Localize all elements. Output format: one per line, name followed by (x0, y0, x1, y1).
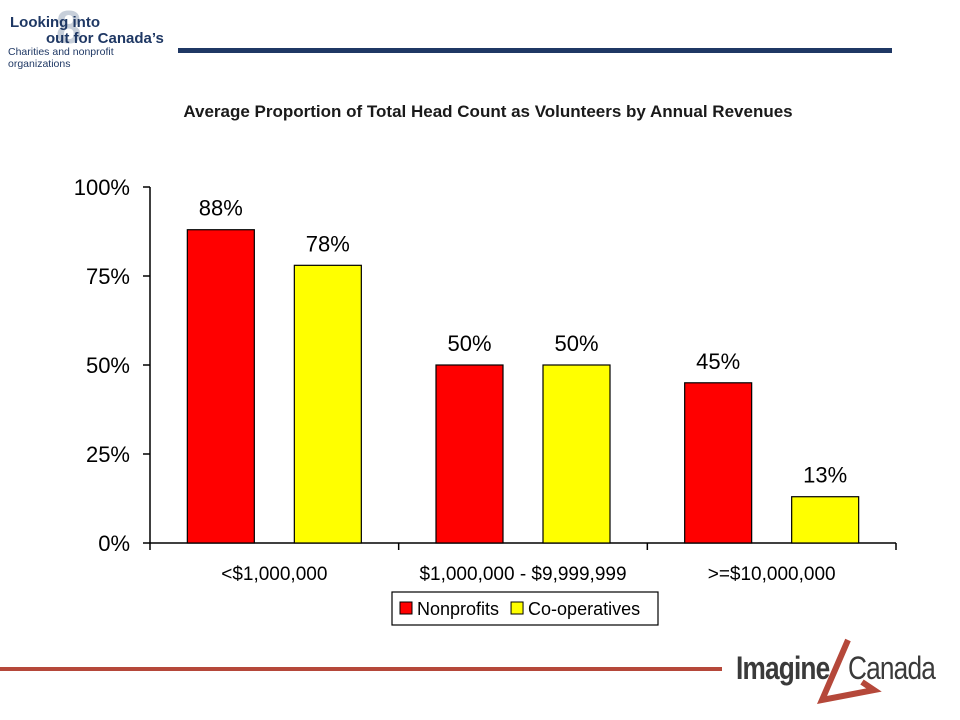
legend-label: Nonprofits (417, 599, 499, 619)
logo-line-3: Charities and nonprofit organizations (8, 46, 114, 70)
bar-nonprofits (684, 382, 753, 544)
looking-into-logo: 8 Looking into out for Canada’s Charitie… (6, 1, 176, 70)
y-tick-label: 50% (86, 353, 130, 378)
data-label: 50% (447, 331, 491, 356)
logo-line-1: Looking into (10, 14, 100, 31)
legend-box (391, 591, 659, 626)
bar-co-operatives (791, 496, 860, 544)
data-label: 88% (199, 196, 243, 221)
x-category-label: $1,000,000 - $9,999,999 (419, 564, 626, 585)
y-tick-label: 25% (86, 442, 130, 467)
logo-numeral: 8 (56, 1, 82, 53)
bar-nonprofits (186, 229, 255, 544)
y-tick-label: 100% (74, 175, 130, 200)
bar-nonprofits (435, 364, 504, 544)
footer-rule (0, 667, 722, 671)
y-tick-label: 0% (98, 531, 130, 556)
logo-word-imagine: Imagine (736, 650, 830, 686)
logo-triangle-icon (816, 638, 882, 704)
x-category-label: <$1,000,000 (221, 564, 327, 585)
chart-title: Average Proportion of Total Head Count a… (183, 102, 793, 121)
data-label: 50% (554, 331, 598, 356)
bar-co-operatives (542, 364, 611, 544)
data-label: 78% (306, 231, 350, 256)
header-rule (178, 48, 892, 53)
imagine-canada-logo: Imagine Canada (736, 636, 951, 706)
legend-swatch (510, 601, 524, 615)
logo-line-2: out for Canada’s (46, 30, 164, 47)
bar-co-operatives (293, 264, 362, 544)
y-tick-label: 75% (86, 264, 130, 289)
data-label: 13% (803, 463, 847, 488)
x-category-label: >=$10,000,000 (708, 564, 836, 585)
logo-word-canada: Canada (848, 650, 936, 686)
legend-label: Co-operatives (528, 599, 640, 619)
data-label: 45% (696, 349, 740, 374)
legend-swatch (399, 601, 413, 615)
